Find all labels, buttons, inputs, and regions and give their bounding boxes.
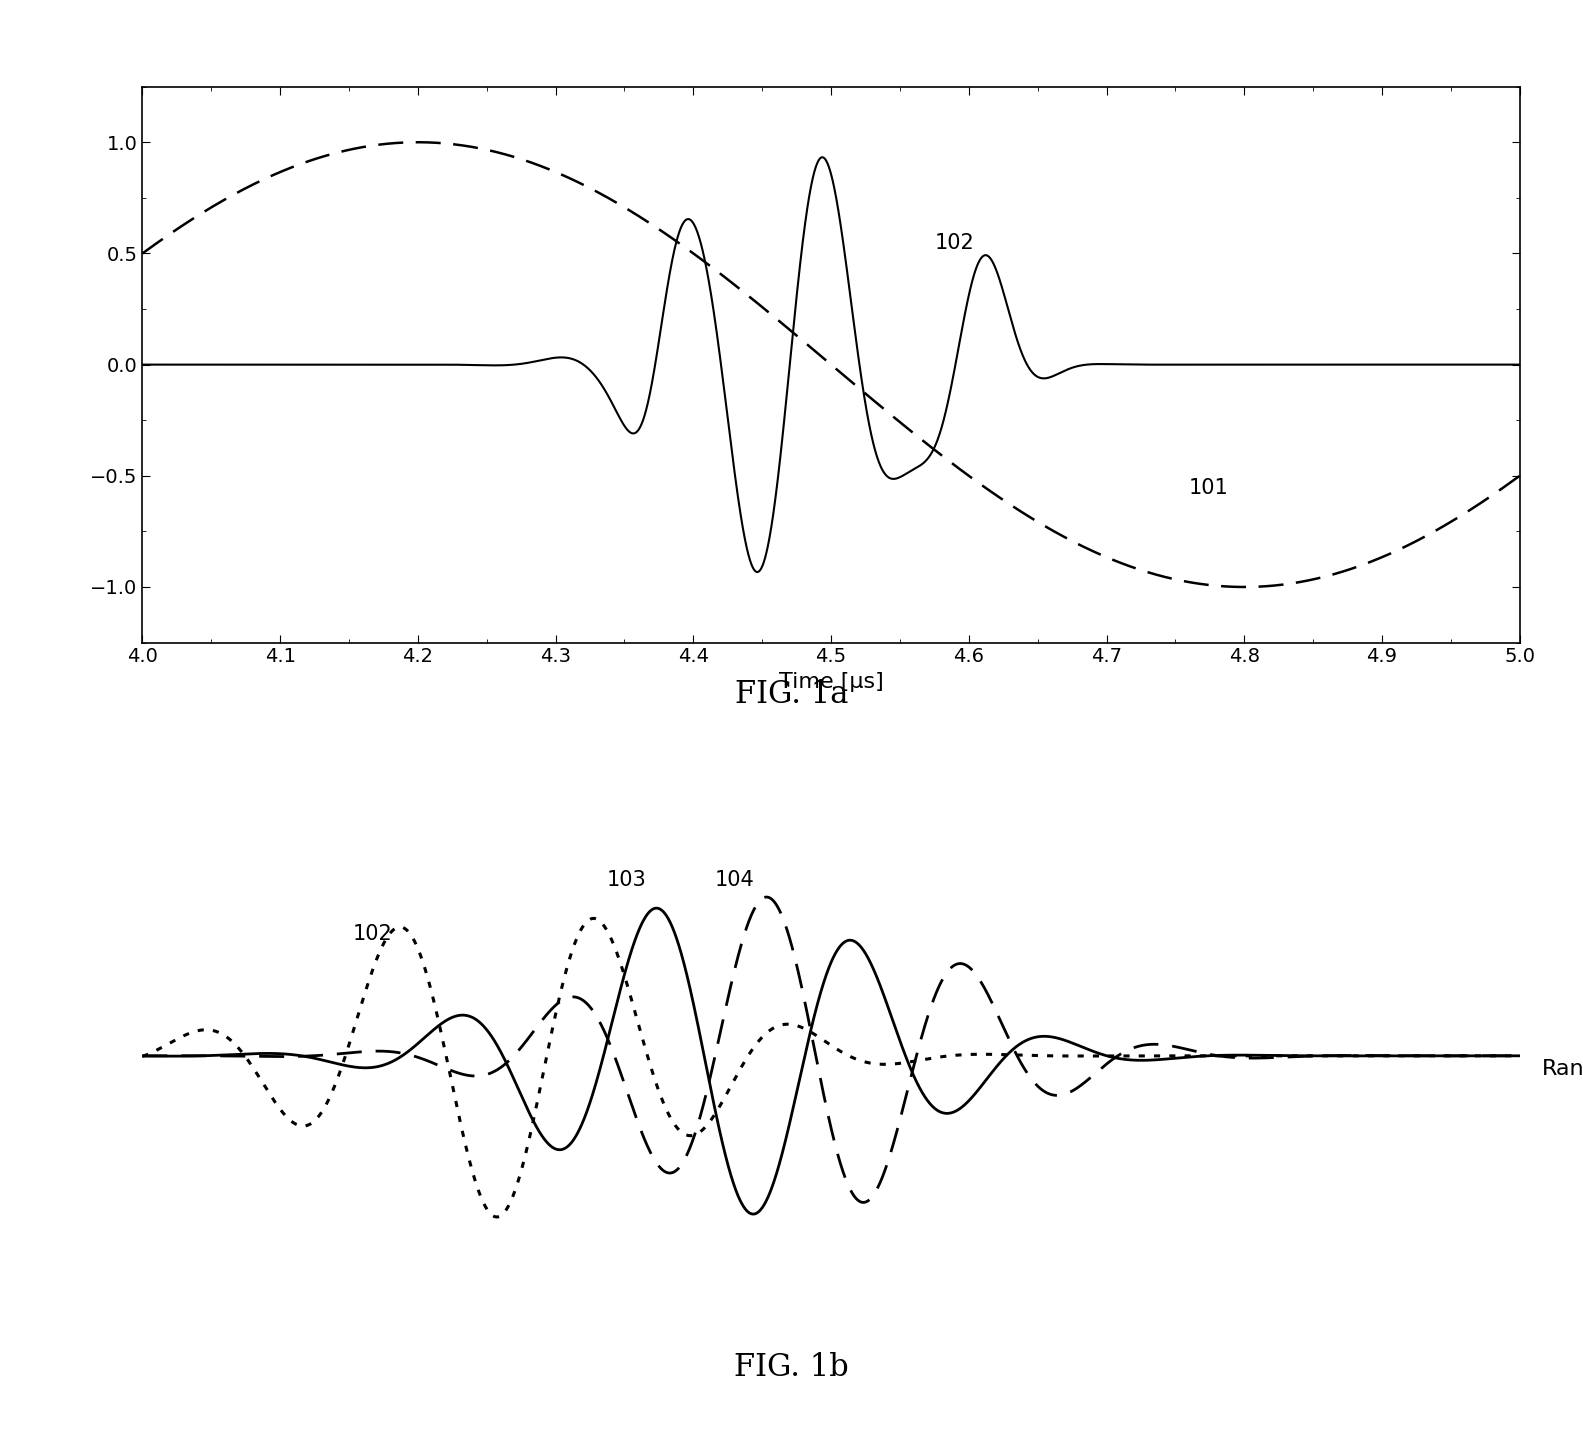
Text: 102: 102 bbox=[353, 924, 393, 943]
X-axis label: Time [μs]: Time [μs] bbox=[779, 671, 883, 692]
Text: FIG. 1a: FIG. 1a bbox=[735, 679, 848, 710]
Text: 103: 103 bbox=[606, 871, 646, 891]
Text: Range: Range bbox=[1542, 1058, 1583, 1079]
Text: 104: 104 bbox=[716, 871, 755, 891]
Text: FIG. 1b: FIG. 1b bbox=[735, 1352, 848, 1383]
Text: 102: 102 bbox=[934, 232, 974, 253]
Text: 101: 101 bbox=[1189, 478, 1228, 498]
